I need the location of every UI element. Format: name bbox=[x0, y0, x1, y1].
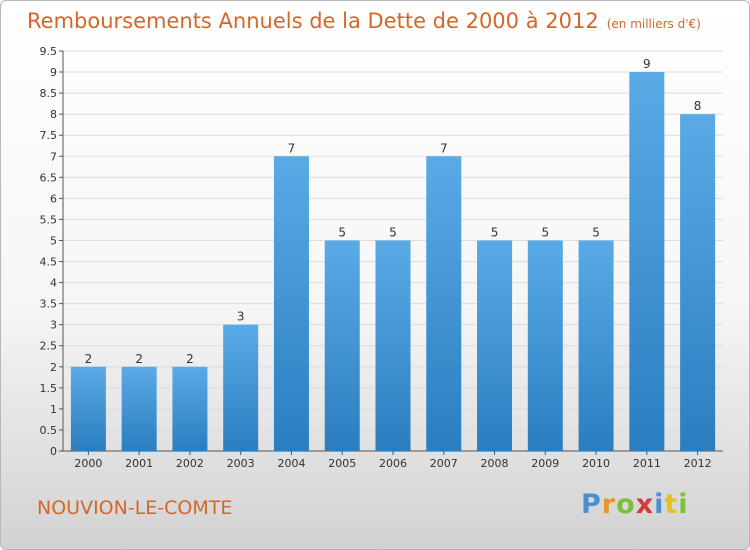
x-tick-label-2011: 2011 bbox=[633, 457, 661, 470]
y-tick-label: 1 bbox=[50, 403, 57, 416]
bar-2007 bbox=[426, 156, 462, 451]
data-label-2002: 2 bbox=[186, 352, 194, 366]
commune-name: NOUVION-LE-COMTE bbox=[37, 497, 233, 519]
data-label-2010: 5 bbox=[592, 225, 600, 239]
x-tick-label-2000: 2000 bbox=[74, 457, 102, 470]
bar-2000 bbox=[70, 366, 106, 451]
x-tick-label-2005: 2005 bbox=[328, 457, 356, 470]
bar-2011 bbox=[629, 72, 665, 451]
bar-2004 bbox=[273, 156, 309, 451]
y-tick-label: 4 bbox=[50, 277, 57, 290]
y-tick-label: 6.5 bbox=[40, 171, 58, 184]
x-tick-label-2009: 2009 bbox=[531, 457, 559, 470]
data-label-2009: 5 bbox=[541, 225, 549, 239]
logo-letter: P bbox=[581, 489, 602, 520]
data-label-2008: 5 bbox=[491, 225, 499, 239]
bar-2002 bbox=[172, 366, 208, 451]
y-tick-label: 5.5 bbox=[40, 213, 58, 226]
x-tick-label-2012: 2012 bbox=[684, 457, 712, 470]
logo-letter: x bbox=[635, 489, 655, 520]
bars bbox=[70, 72, 716, 451]
y-tick-label: 2.5 bbox=[40, 340, 58, 353]
logo-letter: i bbox=[678, 489, 689, 520]
data-label-2000: 2 bbox=[85, 352, 93, 366]
logo-letter: r bbox=[601, 489, 617, 520]
y-tick-label: 7.5 bbox=[40, 129, 58, 142]
y-tick-label: 3.5 bbox=[40, 298, 58, 311]
y-tick-label: 0 bbox=[50, 445, 57, 458]
bar-2001 bbox=[121, 366, 157, 451]
y-tick-label: 6 bbox=[50, 192, 57, 205]
x-tick-label-2010: 2010 bbox=[582, 457, 610, 470]
chart-title: Remboursements Annuels de la Dette de 20… bbox=[27, 9, 701, 33]
data-label-2001: 2 bbox=[135, 352, 143, 366]
y-tick-label: 0.5 bbox=[40, 424, 58, 437]
y-tick-label: 1.5 bbox=[40, 382, 58, 395]
x-tick-label-2002: 2002 bbox=[176, 457, 204, 470]
bar-2009 bbox=[527, 240, 563, 451]
data-label-2003: 3 bbox=[237, 310, 245, 324]
data-label-2004: 7 bbox=[288, 141, 296, 155]
y-tick-label: 9 bbox=[50, 66, 57, 79]
x-tick-label-2006: 2006 bbox=[379, 457, 407, 470]
logo-letter: t bbox=[664, 489, 679, 520]
x-tick-label-2008: 2008 bbox=[481, 457, 509, 470]
y-tick-label: 2 bbox=[50, 361, 57, 374]
y-tick-label: 3 bbox=[50, 319, 57, 332]
data-label-2006: 5 bbox=[389, 225, 397, 239]
logo-letter: o bbox=[616, 489, 636, 520]
chart-title-text: Remboursements Annuels de la Dette de 20… bbox=[27, 9, 599, 33]
data-label-2007: 7 bbox=[440, 141, 448, 155]
data-label-2011: 9 bbox=[643, 57, 651, 71]
bar-2012 bbox=[680, 114, 716, 451]
bar-2008 bbox=[477, 240, 513, 451]
labels: 0 0.5 1 1.5 2 2.5 3 3.5 4 4.5 5 5.5 6 6.5 7 7.5 8 8.5 9 9.5… bbox=[40, 45, 712, 470]
bar-2006 bbox=[375, 240, 411, 451]
y-tick-label: 5 bbox=[50, 234, 57, 247]
y-tick-label: 4.5 bbox=[40, 256, 58, 269]
y-tick-label: 8.5 bbox=[40, 87, 58, 100]
x-tick-label-2007: 2007 bbox=[430, 457, 458, 470]
x-tick-label-2003: 2003 bbox=[227, 457, 255, 470]
y-tick-label: 7 bbox=[50, 150, 57, 163]
data-label-2012: 8 bbox=[694, 99, 702, 113]
chart-subtitle: (en milliers d'€) bbox=[606, 17, 701, 31]
bar-2005 bbox=[324, 240, 360, 451]
logo-letter: i bbox=[654, 489, 665, 520]
bar-2003 bbox=[223, 324, 259, 451]
x-tick-label-2004: 2004 bbox=[277, 457, 305, 470]
y-tick-label: 9.5 bbox=[40, 45, 58, 58]
bar-2010 bbox=[578, 240, 614, 451]
data-label-2005: 5 bbox=[338, 225, 346, 239]
x-tick-label-2001: 2001 bbox=[125, 457, 153, 470]
y-tick-label: 8 bbox=[50, 108, 57, 121]
proxiti-logo: Proxiti bbox=[581, 489, 689, 520]
